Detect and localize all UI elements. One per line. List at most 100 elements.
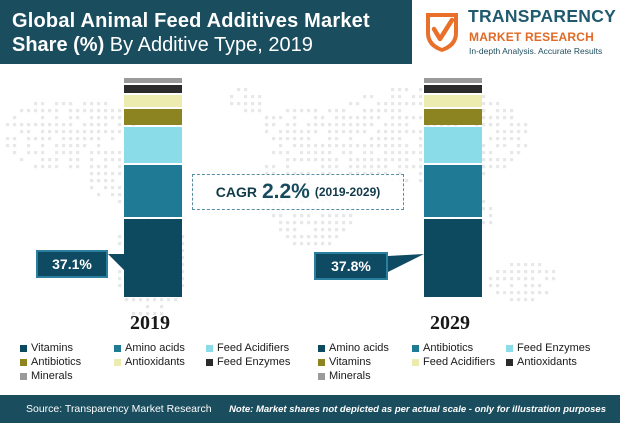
map-dot — [97, 165, 101, 169]
map-dot — [405, 102, 409, 106]
map-dot — [286, 165, 290, 169]
map-dot — [104, 109, 108, 113]
map-dot — [118, 109, 122, 113]
map-dot — [62, 130, 66, 134]
map-dot — [272, 151, 276, 155]
map-dot — [34, 165, 38, 169]
map-dot — [398, 158, 402, 162]
map-dot — [13, 123, 17, 127]
map-dot — [286, 158, 290, 162]
map-dot — [328, 172, 332, 176]
map-dot — [370, 151, 374, 155]
map-dot — [328, 235, 332, 239]
map-dot — [419, 88, 423, 92]
map-dot — [6, 137, 10, 141]
map-dot — [538, 263, 542, 267]
map-dot — [90, 102, 94, 106]
map-dot — [335, 214, 339, 218]
map-dot — [496, 109, 500, 113]
map-dot — [419, 137, 423, 141]
map-dot — [34, 109, 38, 113]
map-dot — [489, 102, 493, 106]
legend-swatch — [412, 344, 419, 352]
map-dot — [405, 130, 409, 134]
map-dot — [510, 116, 514, 120]
map-dot — [20, 109, 24, 113]
map-dot — [335, 109, 339, 113]
map-dot — [314, 151, 318, 155]
map-dot — [279, 221, 283, 225]
map-dot — [419, 179, 423, 183]
map-dot — [391, 88, 395, 92]
map-dot — [503, 291, 507, 295]
map-dot — [349, 172, 353, 176]
legend-2029-item-feed-acidifiers: Feed Acidifiers — [412, 356, 495, 368]
map-dot — [482, 207, 486, 211]
map-dot — [531, 284, 535, 288]
map-dot — [314, 123, 318, 127]
map-dot — [384, 165, 388, 169]
map-dot — [517, 123, 521, 127]
map-dot — [405, 123, 409, 127]
map-dot — [97, 193, 101, 197]
map-dot — [76, 116, 80, 120]
map-dot — [160, 298, 164, 302]
map-dot — [384, 158, 388, 162]
logo-tagline: In-depth Analysis. Accurate Results — [469, 46, 603, 56]
map-dot — [62, 151, 66, 155]
chart-title: Global Animal Feed Additives Market — [12, 10, 370, 32]
map-dot — [111, 109, 115, 113]
map-dot — [412, 151, 416, 155]
map-dot — [125, 298, 129, 302]
map-dot — [321, 123, 325, 127]
map-dot — [321, 116, 325, 120]
map-dot — [370, 165, 374, 169]
map-dot — [349, 123, 353, 127]
map-dot — [356, 123, 360, 127]
map-dot — [328, 158, 332, 162]
map-dot — [377, 158, 381, 162]
map-dot — [83, 109, 87, 113]
map-dot — [118, 186, 122, 190]
map-dot — [482, 109, 486, 113]
title-banner: Global Animal Feed Additives Market Shar… — [0, 0, 412, 64]
map-dot — [510, 298, 514, 302]
map-dot — [328, 123, 332, 127]
map-dot — [258, 109, 262, 113]
map-dot — [265, 165, 269, 169]
map-dot — [398, 88, 402, 92]
map-dot — [321, 144, 325, 148]
map-dot — [321, 235, 325, 239]
map-dot — [153, 319, 157, 323]
map-dot — [419, 95, 423, 99]
legend-label: Vitamins — [31, 342, 73, 354]
map-dot — [370, 95, 374, 99]
map-dot — [307, 123, 311, 127]
legend-swatch — [20, 344, 27, 352]
map-dot — [482, 221, 486, 225]
map-dot — [181, 249, 185, 253]
map-dot — [181, 242, 185, 246]
map-dot — [286, 109, 290, 113]
legend-swatch — [206, 358, 213, 366]
map-dot — [90, 116, 94, 120]
map-dot — [118, 284, 122, 288]
map-dot — [356, 165, 360, 169]
map-dot — [335, 116, 339, 120]
map-dot — [300, 137, 304, 141]
map-dot — [398, 137, 402, 141]
callout-pointer-2019 — [108, 254, 124, 270]
bar-segment-2029-minerals — [424, 78, 482, 83]
map-dot — [412, 165, 416, 169]
map-dot — [482, 102, 486, 106]
map-dot — [419, 158, 423, 162]
map-dot — [370, 144, 374, 148]
map-dot — [272, 123, 276, 127]
legend-2029-item-feed-enzymes: Feed Enzymes — [506, 342, 590, 354]
legend-label: Antibiotics — [31, 356, 82, 368]
map-dot — [524, 284, 528, 288]
map-dot — [496, 144, 500, 148]
map-dot — [146, 312, 150, 316]
map-dot — [531, 277, 535, 281]
